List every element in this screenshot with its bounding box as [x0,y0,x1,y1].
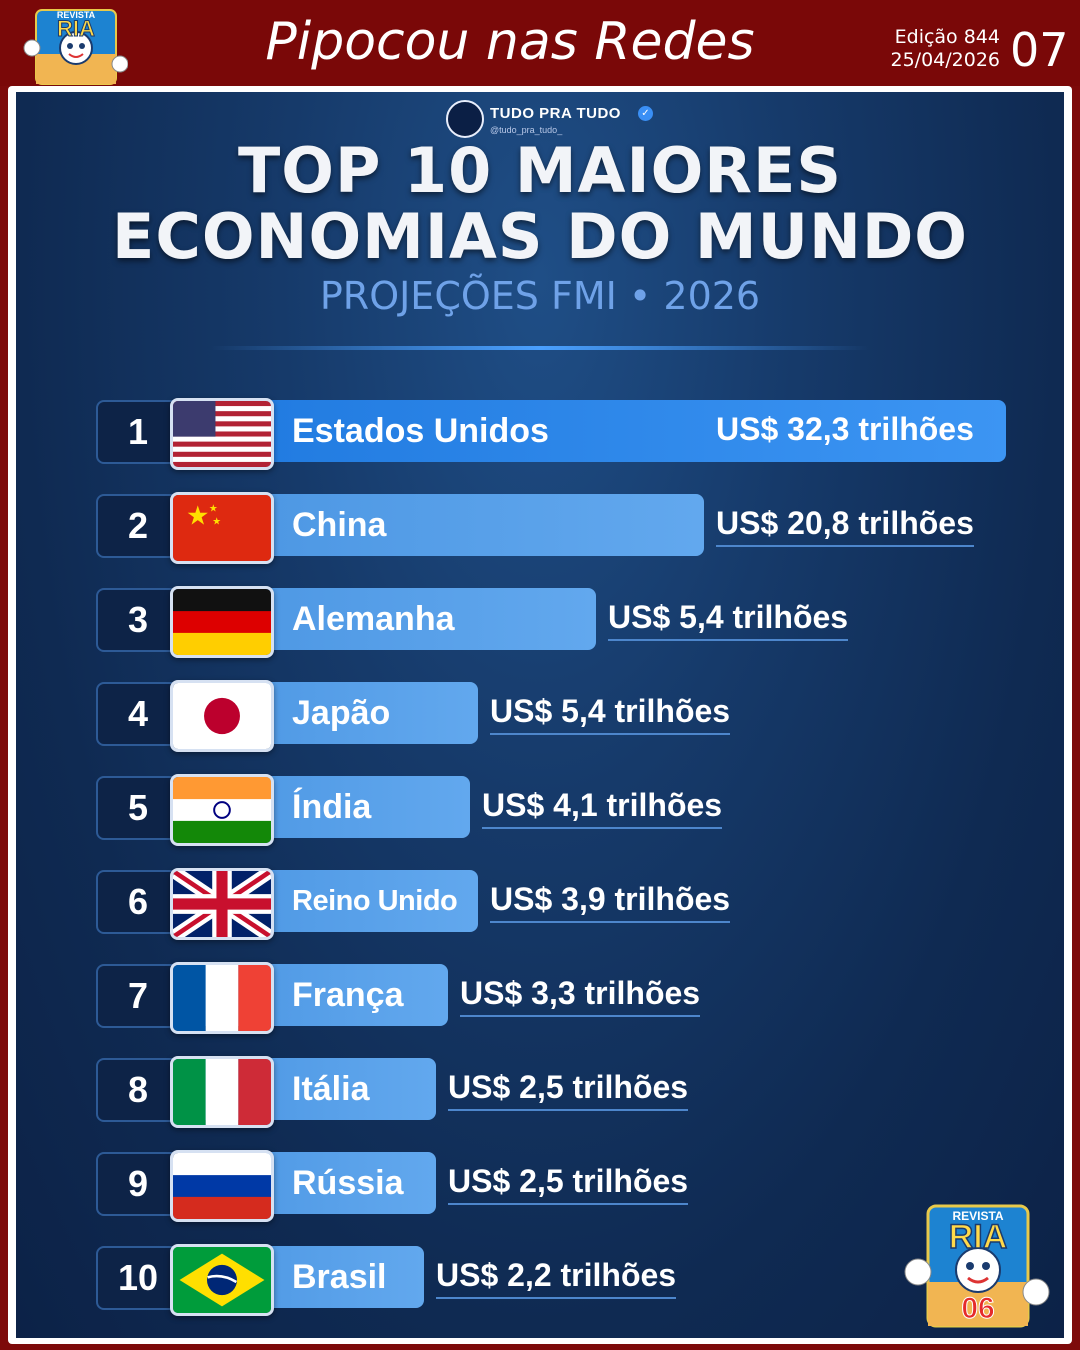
brand-badge: TUDO PRA TUDO ✓ @tudo_pra_tudo_ [446,100,696,140]
rank-number: 10 [96,1246,180,1310]
category-label: Alemanha [292,600,455,638]
data-label-text: US$ 4,1 trilhões [482,783,723,829]
rank-number: 9 [96,1152,180,1216]
bar-mark [186,400,1006,462]
category-label: Japão [292,694,391,732]
category-label: Estados Unidos [292,412,549,450]
revista-ria-logo-top: REVISTA RIA [22,4,129,86]
data-label-text: US$ 3,9 trilhões [490,877,731,923]
italy-flag-icon [170,1056,274,1128]
edition-info: Edição 844 25/04/2026 [880,26,1000,72]
japan-flag-icon [170,680,274,752]
brazil-flag-icon [170,1244,274,1316]
category-label: China [292,506,387,544]
data-label-text: US$ 5,4 trilhões [490,689,731,735]
india-flag-icon [170,774,274,846]
verified-check-icon: ✓ [638,106,653,121]
brand-name: TUDO PRA TUDO [490,105,621,122]
china-flag-icon: ★ ★ ★ [170,492,274,564]
edition-number: Edição 844 [894,26,1000,48]
revista-ria-logo-bottom: REVISTA RIA 06 [900,1198,1054,1334]
data-label: US$ 32,3 trilhões [716,400,974,462]
rank-number: 2 [96,494,180,558]
usa-flag-icon [170,398,274,470]
svg-text:★: ★ [186,501,209,531]
data-label-text: US$ 5,4 trilhões [608,595,849,641]
rank-number: 3 [96,588,180,652]
page-number: 07 [1010,23,1069,77]
page-title: Pipocou nas Redes [265,12,755,72]
data-label-text: US$ 20,8 trilhões [716,501,974,547]
france-flag-icon [170,962,274,1034]
data-label-text: US$ 2,2 trilhões [436,1253,677,1299]
logo-bottom-line2: RIA [949,1218,1008,1256]
data-label: US$ 2,5 trilhões [448,1058,689,1120]
logo-top-line2: RIA [57,16,95,41]
poster-title-line1: TOP 10 MAIORES [237,134,843,207]
edition-date: 25/04/2026 [890,49,1000,71]
germany-flag-icon [170,586,274,658]
brand-logo-icon [446,100,484,138]
poster-subtitle: PROJEÇÕES FMI • 2026 [319,274,761,318]
data-label: US$ 3,9 trilhões [490,870,731,932]
data-label: US$ 3,3 trilhões [460,964,701,1026]
data-label: US$ 5,4 trilhões [490,682,731,744]
category-label: Índia [292,788,372,826]
data-label-text: US$ 32,3 trilhões [716,411,974,447]
russia-flag-icon [170,1150,274,1222]
poster-title-line2: ECONOMIAS DO MUNDO [112,200,968,273]
svg-text:★: ★ [209,503,218,514]
data-label: US$ 4,1 trilhões [482,776,723,838]
category-label: Rússia [292,1164,404,1202]
data-label: US$ 20,8 trilhões [716,494,974,556]
title-divider [210,346,870,350]
data-label: US$ 2,2 trilhões [436,1246,677,1308]
logo-top-line1: REVISTA [57,10,96,20]
logo-badge-number: 06 [961,1292,994,1325]
data-label-text: US$ 2,5 trilhões [448,1065,689,1111]
category-label: Itália [292,1070,370,1108]
category-label: Reino Unido [292,885,458,917]
category-label: França [292,976,404,1014]
header-bar: REVISTA RIA Pipocou nas Redes Edição 844… [0,0,1080,86]
rank-number: 8 [96,1058,180,1122]
data-label-text: US$ 2,5 trilhões [448,1159,689,1205]
uk-flag-icon [170,868,274,940]
economy-poster: TUDO PRA TUDO ✓ @tudo_pra_tudo_ TOP 10 M… [16,92,1064,1338]
rank-number: 7 [96,964,180,1028]
logo-bottom-line1: REVISTA [952,1209,1003,1223]
rank-number: 6 [96,870,180,934]
rank-number: 5 [96,776,180,840]
data-label-text: US$ 3,3 trilhões [460,971,701,1017]
category-label: Brasil [292,1258,387,1296]
data-label: US$ 2,5 trilhões [448,1152,689,1214]
brand-handle: @tudo_pra_tudo_ [490,125,563,135]
rank-number: 4 [96,682,180,746]
data-label: US$ 5,4 trilhões [608,588,849,650]
svg-text:★: ★ [212,517,221,528]
rank-number: 1 [96,400,180,464]
